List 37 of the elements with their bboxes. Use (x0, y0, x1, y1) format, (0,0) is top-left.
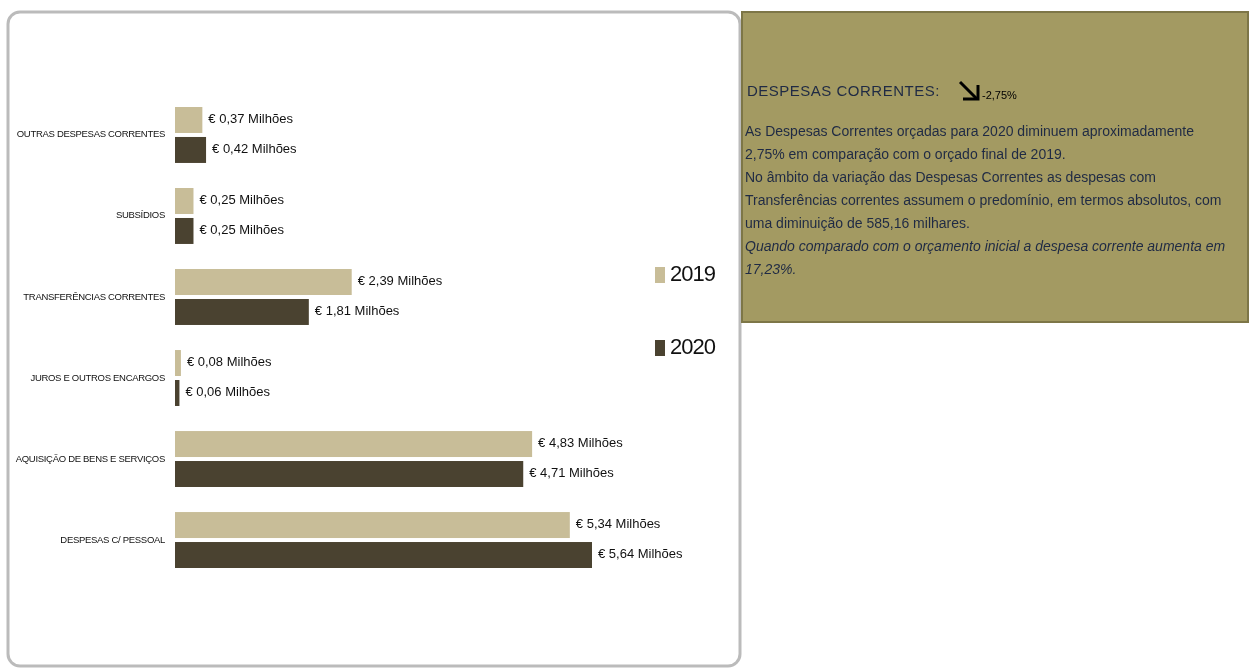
text: No âmbito da variação das Despesas Correntes as despesas com Transferências correntes assumem o predomínio, em termos absolutos, com uma diminuição de 585,16 milhares. (745, 169, 1222, 231)
data-label: € 4,83 Milhões (538, 435, 624, 451)
bar (175, 512, 570, 539)
legend-label: 2019 (670, 260, 716, 286)
text: -2,75% (982, 89, 1018, 101)
data-label: € 0,25 Milhões (199, 222, 285, 238)
y-tick-label: DESPESAS C/ PESSOAL (60, 533, 166, 545)
bar (175, 269, 352, 295)
data-label: € 0,42 Milhões (212, 141, 298, 157)
bar (175, 217, 194, 244)
y-tick-label: TRANSFERÊNCIAS CORRENTES (23, 290, 165, 302)
data-label: € 1,81 Milhões (314, 303, 400, 319)
bar (175, 431, 533, 458)
bar (175, 461, 524, 487)
text: As Despesas Correntes orçadas para 2020 diminuem aproximadamente 2,75% em comparação com o orçado final de 2019. (745, 123, 1195, 162)
bar (175, 188, 194, 214)
text: DESPESAS CORRENTES: (747, 82, 940, 99)
bar (175, 542, 592, 568)
data-label: € 5,64 Milhões (598, 546, 684, 562)
data-label: € 5,34 Milhões (575, 516, 661, 532)
data-label: € 4,71 Milhões (529, 465, 615, 481)
y-tick-label: AQUISIÇÃO DE BENS E SERVIÇOS (15, 452, 165, 464)
legend-label: 2020 (670, 333, 716, 359)
bar (175, 136, 207, 163)
data-label: € 0,08 Milhões (186, 354, 272, 370)
data-label: € 0,37 Milhões (208, 111, 294, 127)
bar (175, 299, 309, 325)
y-tick-label: JUROS E OUTROS ENCARGOS (30, 371, 165, 383)
data-label: € 0,06 Milhões (185, 384, 271, 400)
y-tick-label: SUBSÍDIOS (115, 209, 165, 221)
data-label: € 2,39 Milhões (357, 273, 443, 289)
data-label: € 0,25 Milhões (199, 192, 285, 208)
bar (175, 380, 180, 406)
y-tick-label: OUTRAS DESPESAS CORRENTES (16, 128, 165, 140)
bar (175, 107, 203, 133)
bar (175, 350, 181, 376)
text: Quando comparado com o orçamento inicial a despesa corrente aumenta em 17,23%. (745, 238, 1226, 277)
